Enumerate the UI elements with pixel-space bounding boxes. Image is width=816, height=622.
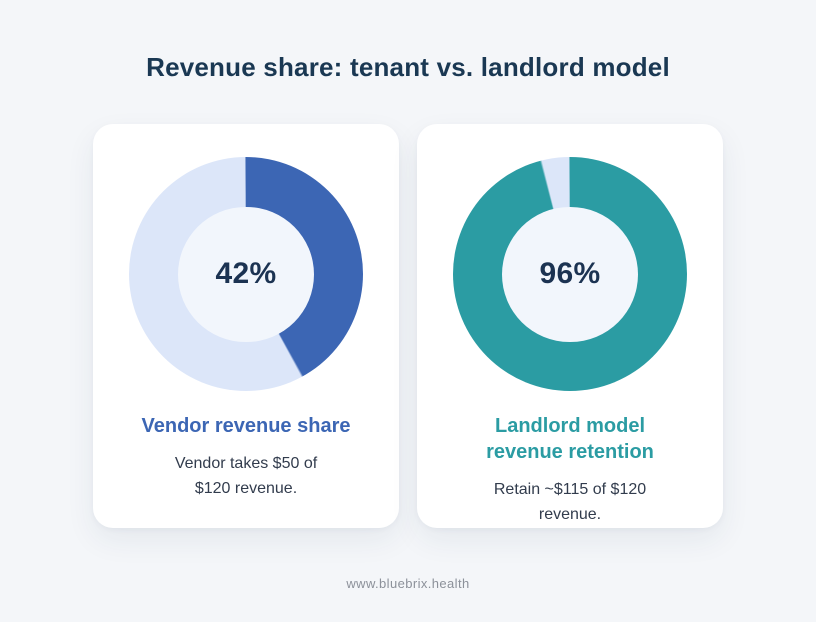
donut-chart-landlord: 96% — [453, 157, 687, 392]
donut-percent-label: 42% — [215, 257, 277, 291]
card-description-vendor: Vendor takes $50 of $120 revenue. — [174, 455, 318, 498]
card-vendor-revenue-share: 42% Vendor revenue share Vendor takes $5… — [93, 124, 399, 529]
donut-percent-label: 96% — [539, 257, 601, 291]
card-description-landlord: Retain ~$115 of $120 revenue. — [493, 481, 647, 524]
card-landlord-retention: 96% Landlord model revenue retention Ret… — [417, 124, 723, 529]
card-title-vendor: Vendor revenue share — [141, 415, 351, 438]
page-title: Revenue share: tenant vs. landlord model — [146, 52, 670, 82]
cards-row: 42% Vendor revenue share Vendor takes $5… — [93, 124, 723, 529]
card-title-landlord: Landlord model revenue retention — [486, 415, 654, 464]
website-url: www.bluebrix.health — [346, 576, 470, 592]
donut-chart-vendor: 42% — [129, 157, 363, 392]
